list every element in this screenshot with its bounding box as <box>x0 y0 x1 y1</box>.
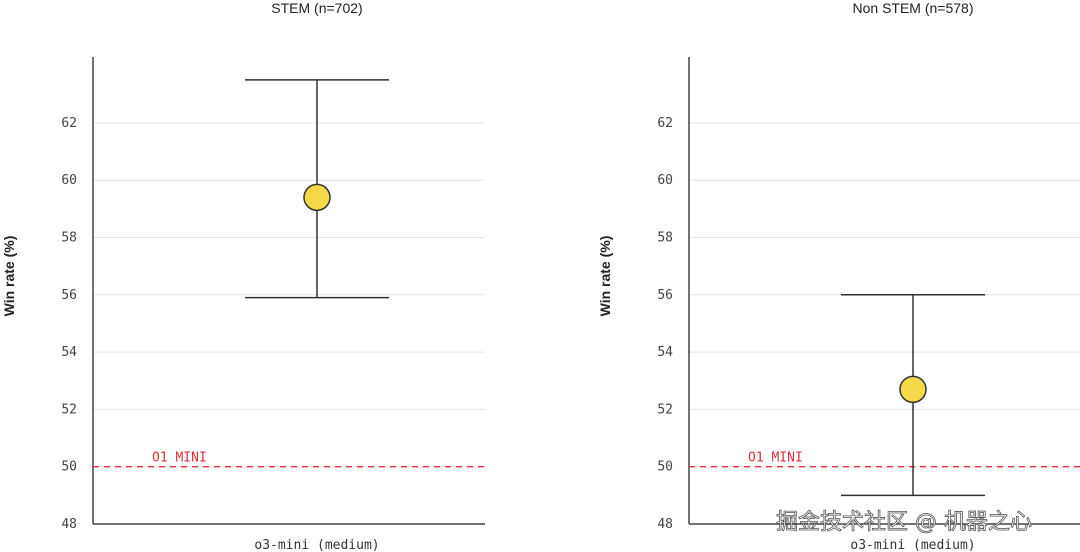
x-category-label: o3-mini (medium) <box>850 538 975 552</box>
y-tick-label: 56 <box>61 288 77 303</box>
reference-line-label: O1 MINI <box>748 451 803 466</box>
y-tick-label: 54 <box>657 345 673 360</box>
y-axis-label: Win rate (%) <box>1 236 17 317</box>
y-tick-label: 52 <box>61 402 77 417</box>
chart-title: Non STEM (n=578) <box>853 0 974 16</box>
watermark: 掘金技术社区 @ 机器之心 <box>776 510 1032 535</box>
y-tick-label: 48 <box>61 517 77 532</box>
y-tick-label: 52 <box>657 402 673 417</box>
data-point <box>899 375 927 404</box>
y-tick-label: 48 <box>657 517 673 532</box>
y-tick-label: 62 <box>657 116 673 131</box>
reference-line-label: O1 MINI <box>152 451 207 466</box>
y-tick-label: 50 <box>61 460 77 475</box>
chart-title: STEM (n=702) <box>271 0 362 16</box>
y-tick-label: 60 <box>61 173 77 188</box>
y-tick-label: 50 <box>657 460 673 475</box>
x-category-label: o3-mini (medium) <box>254 538 379 552</box>
y-tick-label: 58 <box>657 230 673 245</box>
y-axis-label: Win rate (%) <box>597 236 613 317</box>
y-tick-label: 60 <box>657 173 673 188</box>
y-tick-label: 54 <box>61 345 77 360</box>
y-tick-label: 56 <box>657 288 673 303</box>
y-tick-label: 58 <box>61 230 77 245</box>
data-point <box>303 183 331 212</box>
y-tick-label: 62 <box>61 116 77 131</box>
